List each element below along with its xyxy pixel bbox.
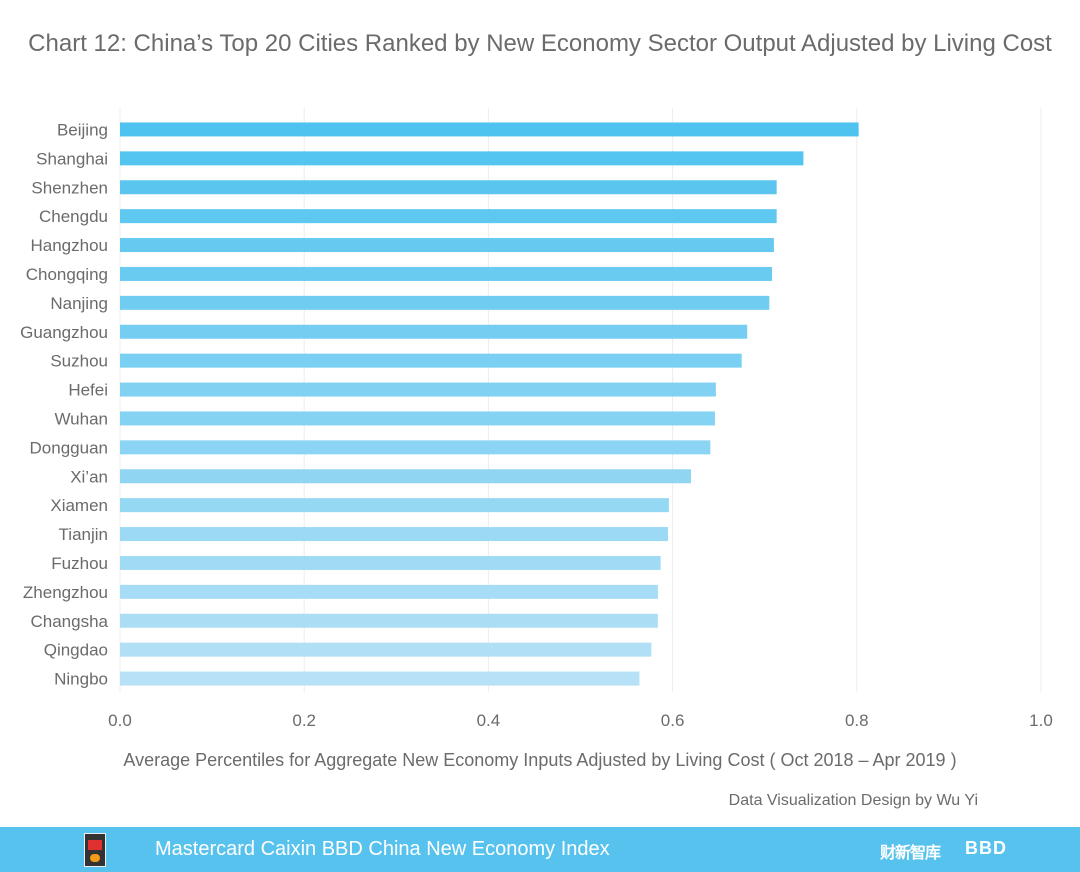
y-tick-label: Xi’an <box>70 467 108 486</box>
x-tick-label: 0.6 <box>661 711 685 730</box>
bar <box>120 151 804 166</box>
y-tick-label: Chongqing <box>26 265 108 284</box>
y-tick-label: Zhengzhou <box>23 583 108 602</box>
bar <box>120 266 773 281</box>
bar <box>120 209 777 224</box>
x-tick-label: 1.0 <box>1029 711 1053 730</box>
caixin-logo: 财新智库 <box>880 845 941 862</box>
y-tick-label: Suzhou <box>50 352 108 371</box>
bar <box>120 324 748 339</box>
bar <box>120 295 770 310</box>
bar <box>120 382 716 397</box>
y-tick-label: Changsha <box>30 612 108 631</box>
x-tick-label: 0.8 <box>845 711 869 730</box>
y-tick-label: Shenzhen <box>31 178 108 197</box>
bar <box>120 411 715 426</box>
y-tick-label: Guangzhou <box>20 323 108 342</box>
bar <box>120 180 777 195</box>
bar <box>120 238 774 253</box>
bar <box>120 122 859 137</box>
y-tick-label: Hangzhou <box>30 236 108 255</box>
bar <box>120 671 640 686</box>
y-tick-label: Xiamen <box>50 496 108 515</box>
bar <box>120 353 742 368</box>
x-tick-label: 0.2 <box>292 711 316 730</box>
y-tick-label: Dongguan <box>30 438 108 457</box>
x-axis-label: Average Percentiles for Aggregate New Ec… <box>123 750 957 770</box>
bar <box>120 527 668 542</box>
bar <box>120 584 658 599</box>
bar-chart: 0.0 0.2 0.4 0.6 0.8 1.0 Beijing Shanghai Shenzhe… <box>20 108 1053 730</box>
bar <box>120 642 652 657</box>
y-tick-label: Beijing <box>57 120 108 139</box>
bar <box>120 613 658 628</box>
footer-title: Mastercard Caixin BBD China New Economy … <box>155 838 610 860</box>
y-tick-label: Wuhan <box>54 409 108 428</box>
y-tick-label: Tianjin <box>59 525 108 544</box>
bar <box>120 469 692 484</box>
x-tick-label: 0.4 <box>477 711 501 730</box>
bar <box>120 555 661 570</box>
y-tick-label: Shanghai <box>36 149 108 168</box>
bbd-logo: BBD <box>965 838 1007 858</box>
y-tick-label: Qingdao <box>44 641 108 660</box>
bar <box>120 440 711 455</box>
bar <box>120 498 669 513</box>
nei-logo <box>84 833 106 867</box>
y-tick-label: Fuzhou <box>51 554 108 573</box>
x-tick-label: 0.0 <box>108 711 132 730</box>
chart-title: Chart 12: China’s Top 20 Cities Ranked b… <box>28 30 1052 57</box>
y-tick-label: Chengdu <box>39 207 108 226</box>
credit-text: Data Visualization Design by Wu Yi <box>728 792 978 809</box>
y-tick-label: Hefei <box>68 381 108 400</box>
y-tick-label: Ningbo <box>54 670 108 689</box>
y-tick-label: Nanjing <box>50 294 108 313</box>
footer-banner: Mastercard Caixin BBD China New Economy … <box>0 827 1080 872</box>
